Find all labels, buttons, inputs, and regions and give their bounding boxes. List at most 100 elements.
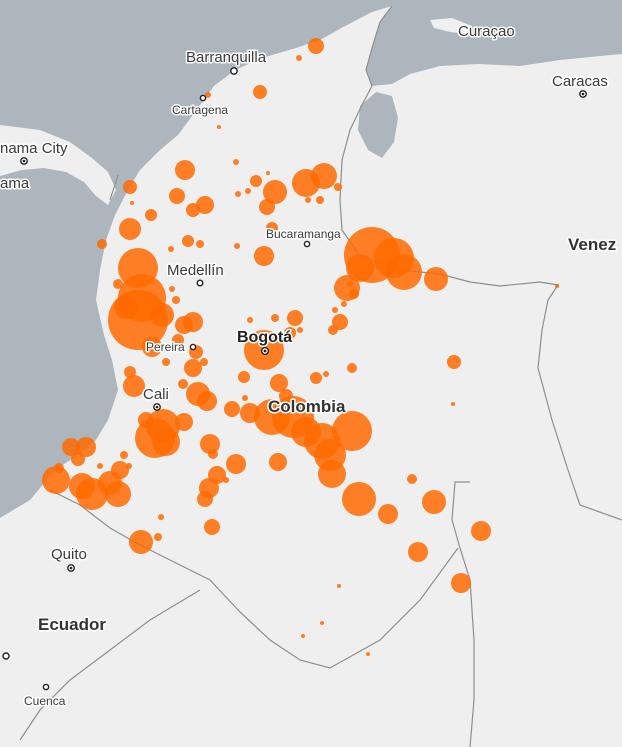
city-marker-bucaramanga[interactable] — [303, 240, 311, 248]
data-bubble-67[interactable] — [310, 372, 322, 384]
data-bubble-18[interactable] — [245, 188, 251, 194]
data-bubble-91[interactable] — [242, 395, 248, 401]
data-bubble-96[interactable] — [138, 412, 154, 428]
data-bubble-122[interactable] — [378, 504, 398, 524]
data-bubble-125[interactable] — [471, 521, 491, 541]
data-bubble-121[interactable] — [342, 482, 376, 516]
data-bubble-64[interactable] — [238, 371, 250, 383]
data-bubble-21[interactable] — [311, 163, 337, 189]
data-bubble-33[interactable] — [234, 243, 240, 249]
data-bubble-124[interactable] — [422, 490, 446, 514]
data-bubble-132[interactable] — [555, 284, 559, 288]
data-bubble-6[interactable] — [175, 160, 195, 180]
data-bubble-126[interactable] — [408, 542, 428, 562]
data-bubble-113[interactable] — [111, 461, 129, 479]
data-bubble-23[interactable] — [316, 196, 324, 204]
data-bubble-61[interactable] — [297, 327, 303, 333]
data-bubble-26[interactable] — [182, 235, 194, 247]
city-marker-cuenca[interactable] — [42, 683, 50, 691]
data-bubble-42[interactable] — [172, 296, 180, 304]
data-bubble-22[interactable] — [334, 183, 342, 191]
data-bubble-56[interactable] — [332, 307, 338, 313]
data-bubble-48[interactable] — [386, 254, 422, 290]
data-bubble-98[interactable] — [208, 449, 218, 459]
data-bubble-28[interactable] — [168, 246, 174, 252]
data-bubble-86[interactable] — [332, 411, 372, 451]
data-bubble-90[interactable] — [269, 453, 287, 471]
data-bubble-57[interactable] — [347, 281, 353, 287]
data-bubble-41[interactable] — [183, 312, 203, 332]
city-marker-loja[interactable] — [2, 652, 10, 660]
data-bubble-79[interactable] — [197, 391, 217, 411]
bubble-layer[interactable] — [42, 38, 559, 656]
data-bubble-74[interactable] — [162, 358, 170, 366]
data-bubble-72[interactable] — [184, 359, 202, 377]
bogota-marker[interactable] — [260, 346, 270, 356]
data-bubble-60[interactable] — [284, 327, 296, 339]
data-bubble-116[interactable] — [97, 463, 103, 469]
data-bubble-15[interactable] — [250, 175, 262, 187]
city-marker-pereira[interactable] — [189, 343, 197, 351]
data-bubble-103[interactable] — [223, 477, 229, 483]
data-bubble-9[interactable] — [169, 188, 185, 204]
city-marker-cartagena[interactable] — [199, 94, 207, 102]
data-bubble-1[interactable] — [308, 38, 324, 54]
data-bubble-38[interactable] — [114, 295, 138, 319]
data-bubble-128[interactable] — [337, 584, 341, 588]
data-bubble-8[interactable] — [123, 180, 137, 194]
data-bubble-129[interactable] — [320, 621, 324, 625]
data-bubble-52[interactable] — [349, 289, 359, 299]
data-bubble-3[interactable] — [253, 85, 267, 99]
data-bubble-70[interactable] — [447, 355, 461, 369]
data-bubble-123[interactable] — [407, 474, 417, 484]
data-bubble-13[interactable] — [130, 201, 134, 205]
data-bubble-102[interactable] — [197, 491, 213, 507]
data-bubble-29[interactable] — [97, 239, 107, 249]
data-bubble-76[interactable] — [123, 375, 145, 397]
data-bubble-4[interactable] — [205, 92, 211, 98]
data-bubble-127[interactable] — [451, 573, 471, 593]
data-bubble-108[interactable] — [42, 466, 70, 494]
data-bubble-88[interactable] — [318, 460, 346, 488]
data-bubble-59[interactable] — [287, 310, 303, 326]
data-bubble-30[interactable] — [266, 222, 278, 234]
data-bubble-131[interactable] — [366, 652, 370, 656]
data-bubble-31[interactable] — [254, 246, 274, 266]
data-bubble-16[interactable] — [263, 180, 287, 204]
data-bubble-115[interactable] — [120, 451, 128, 459]
data-bubble-10[interactable] — [196, 196, 214, 214]
data-bubble-39[interactable] — [150, 303, 174, 327]
data-bubble-5[interactable] — [217, 125, 221, 129]
data-bubble-106[interactable] — [71, 452, 85, 466]
data-bubble-75[interactable] — [124, 366, 136, 378]
data-bubble-105[interactable] — [76, 437, 96, 457]
data-bubble-119[interactable] — [129, 530, 153, 554]
data-bubble-11[interactable] — [186, 203, 200, 217]
data-bubble-69[interactable] — [347, 363, 357, 373]
data-bubble-32[interactable] — [273, 232, 279, 238]
data-bubble-130[interactable] — [301, 634, 305, 638]
data-bubble-94[interactable] — [152, 428, 180, 456]
data-bubble-27[interactable] — [196, 240, 204, 248]
data-bubble-2[interactable] — [296, 55, 302, 61]
data-bubble-68[interactable] — [323, 371, 329, 377]
city-marker-medellin[interactable] — [196, 279, 204, 287]
data-bubble-44[interactable] — [172, 334, 184, 346]
data-bubble-45[interactable] — [142, 337, 162, 357]
data-bubble-117[interactable] — [204, 519, 220, 535]
data-bubble-114[interactable] — [126, 463, 132, 469]
data-bubble-62[interactable] — [271, 314, 279, 322]
data-bubble-63[interactable] — [247, 317, 253, 323]
data-bubble-55[interactable] — [341, 301, 347, 307]
data-bubble-54[interactable] — [328, 325, 338, 335]
data-bubble-19[interactable] — [235, 191, 241, 197]
data-bubble-120[interactable] — [154, 533, 162, 541]
data-bubble-12[interactable] — [145, 209, 157, 221]
data-bubble-118[interactable] — [158, 514, 164, 520]
data-bubble-7[interactable] — [233, 159, 239, 165]
data-bubble-35[interactable] — [113, 279, 123, 289]
city-marker-barranquilla[interactable] — [230, 67, 238, 75]
data-bubble-95[interactable] — [175, 413, 193, 431]
data-bubble-25[interactable] — [119, 218, 141, 240]
